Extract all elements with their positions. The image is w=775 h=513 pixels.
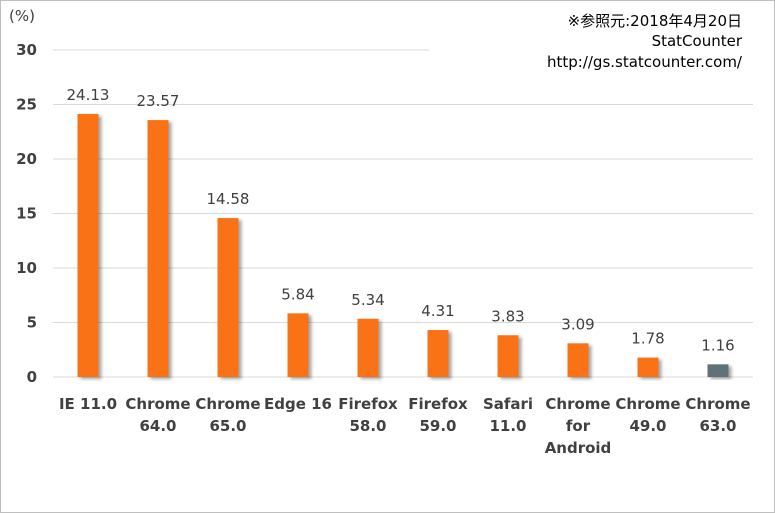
source-url: http://gs.statcounter.com/ xyxy=(546,53,742,71)
data-label: 1.16 xyxy=(701,336,734,354)
data-label: 5.34 xyxy=(351,291,384,309)
data-label: 14.58 xyxy=(207,190,250,208)
bar xyxy=(287,313,309,377)
x-tick-label: Firefox 58.0 xyxy=(338,395,398,435)
y-tick-label: 0 xyxy=(27,368,37,386)
x-tick-label: Firefox 59.0 xyxy=(408,395,468,435)
source-date-note: ※参照元:2018年4月20日 xyxy=(567,12,742,30)
bar xyxy=(357,318,379,377)
y-axis-unit-label: (%) xyxy=(9,7,35,25)
bar xyxy=(427,330,449,377)
source-name: StatCounter xyxy=(651,32,742,50)
data-label: 24.13 xyxy=(67,86,110,104)
data-label: 1.78 xyxy=(631,330,664,348)
x-tick-label: Chrome 63.0 xyxy=(685,395,750,435)
y-tick-label: 25 xyxy=(16,96,37,114)
x-tick-label: Chrome 49.0 xyxy=(615,395,680,435)
bar xyxy=(497,335,519,377)
y-tick-label: 15 xyxy=(16,205,37,223)
y-tick-label: 30 xyxy=(16,41,37,59)
y-tick-label: 10 xyxy=(16,259,37,277)
data-label: 3.09 xyxy=(561,315,594,333)
y-tick-label: 5 xyxy=(27,314,37,332)
data-label: 5.84 xyxy=(281,285,314,303)
data-label: 23.57 xyxy=(137,92,180,110)
bar xyxy=(637,357,659,377)
x-tick-label: Edge 16 xyxy=(264,395,332,413)
bar xyxy=(707,364,729,377)
x-tick-label: Chrome for Android xyxy=(545,395,612,457)
bar xyxy=(77,113,99,377)
x-tick-label: Chrome 65.0 xyxy=(195,395,260,435)
x-tick-label: Chrome 64.0 xyxy=(125,395,190,435)
data-label: 3.83 xyxy=(491,307,524,325)
bar xyxy=(147,120,169,377)
x-tick-label: IE 11.0 xyxy=(59,395,117,413)
bar xyxy=(217,218,239,377)
bar xyxy=(567,343,589,377)
x-tick-label: Safari 11.0 xyxy=(483,395,533,435)
y-tick-label: 20 xyxy=(16,150,37,168)
data-label: 4.31 xyxy=(421,302,454,320)
